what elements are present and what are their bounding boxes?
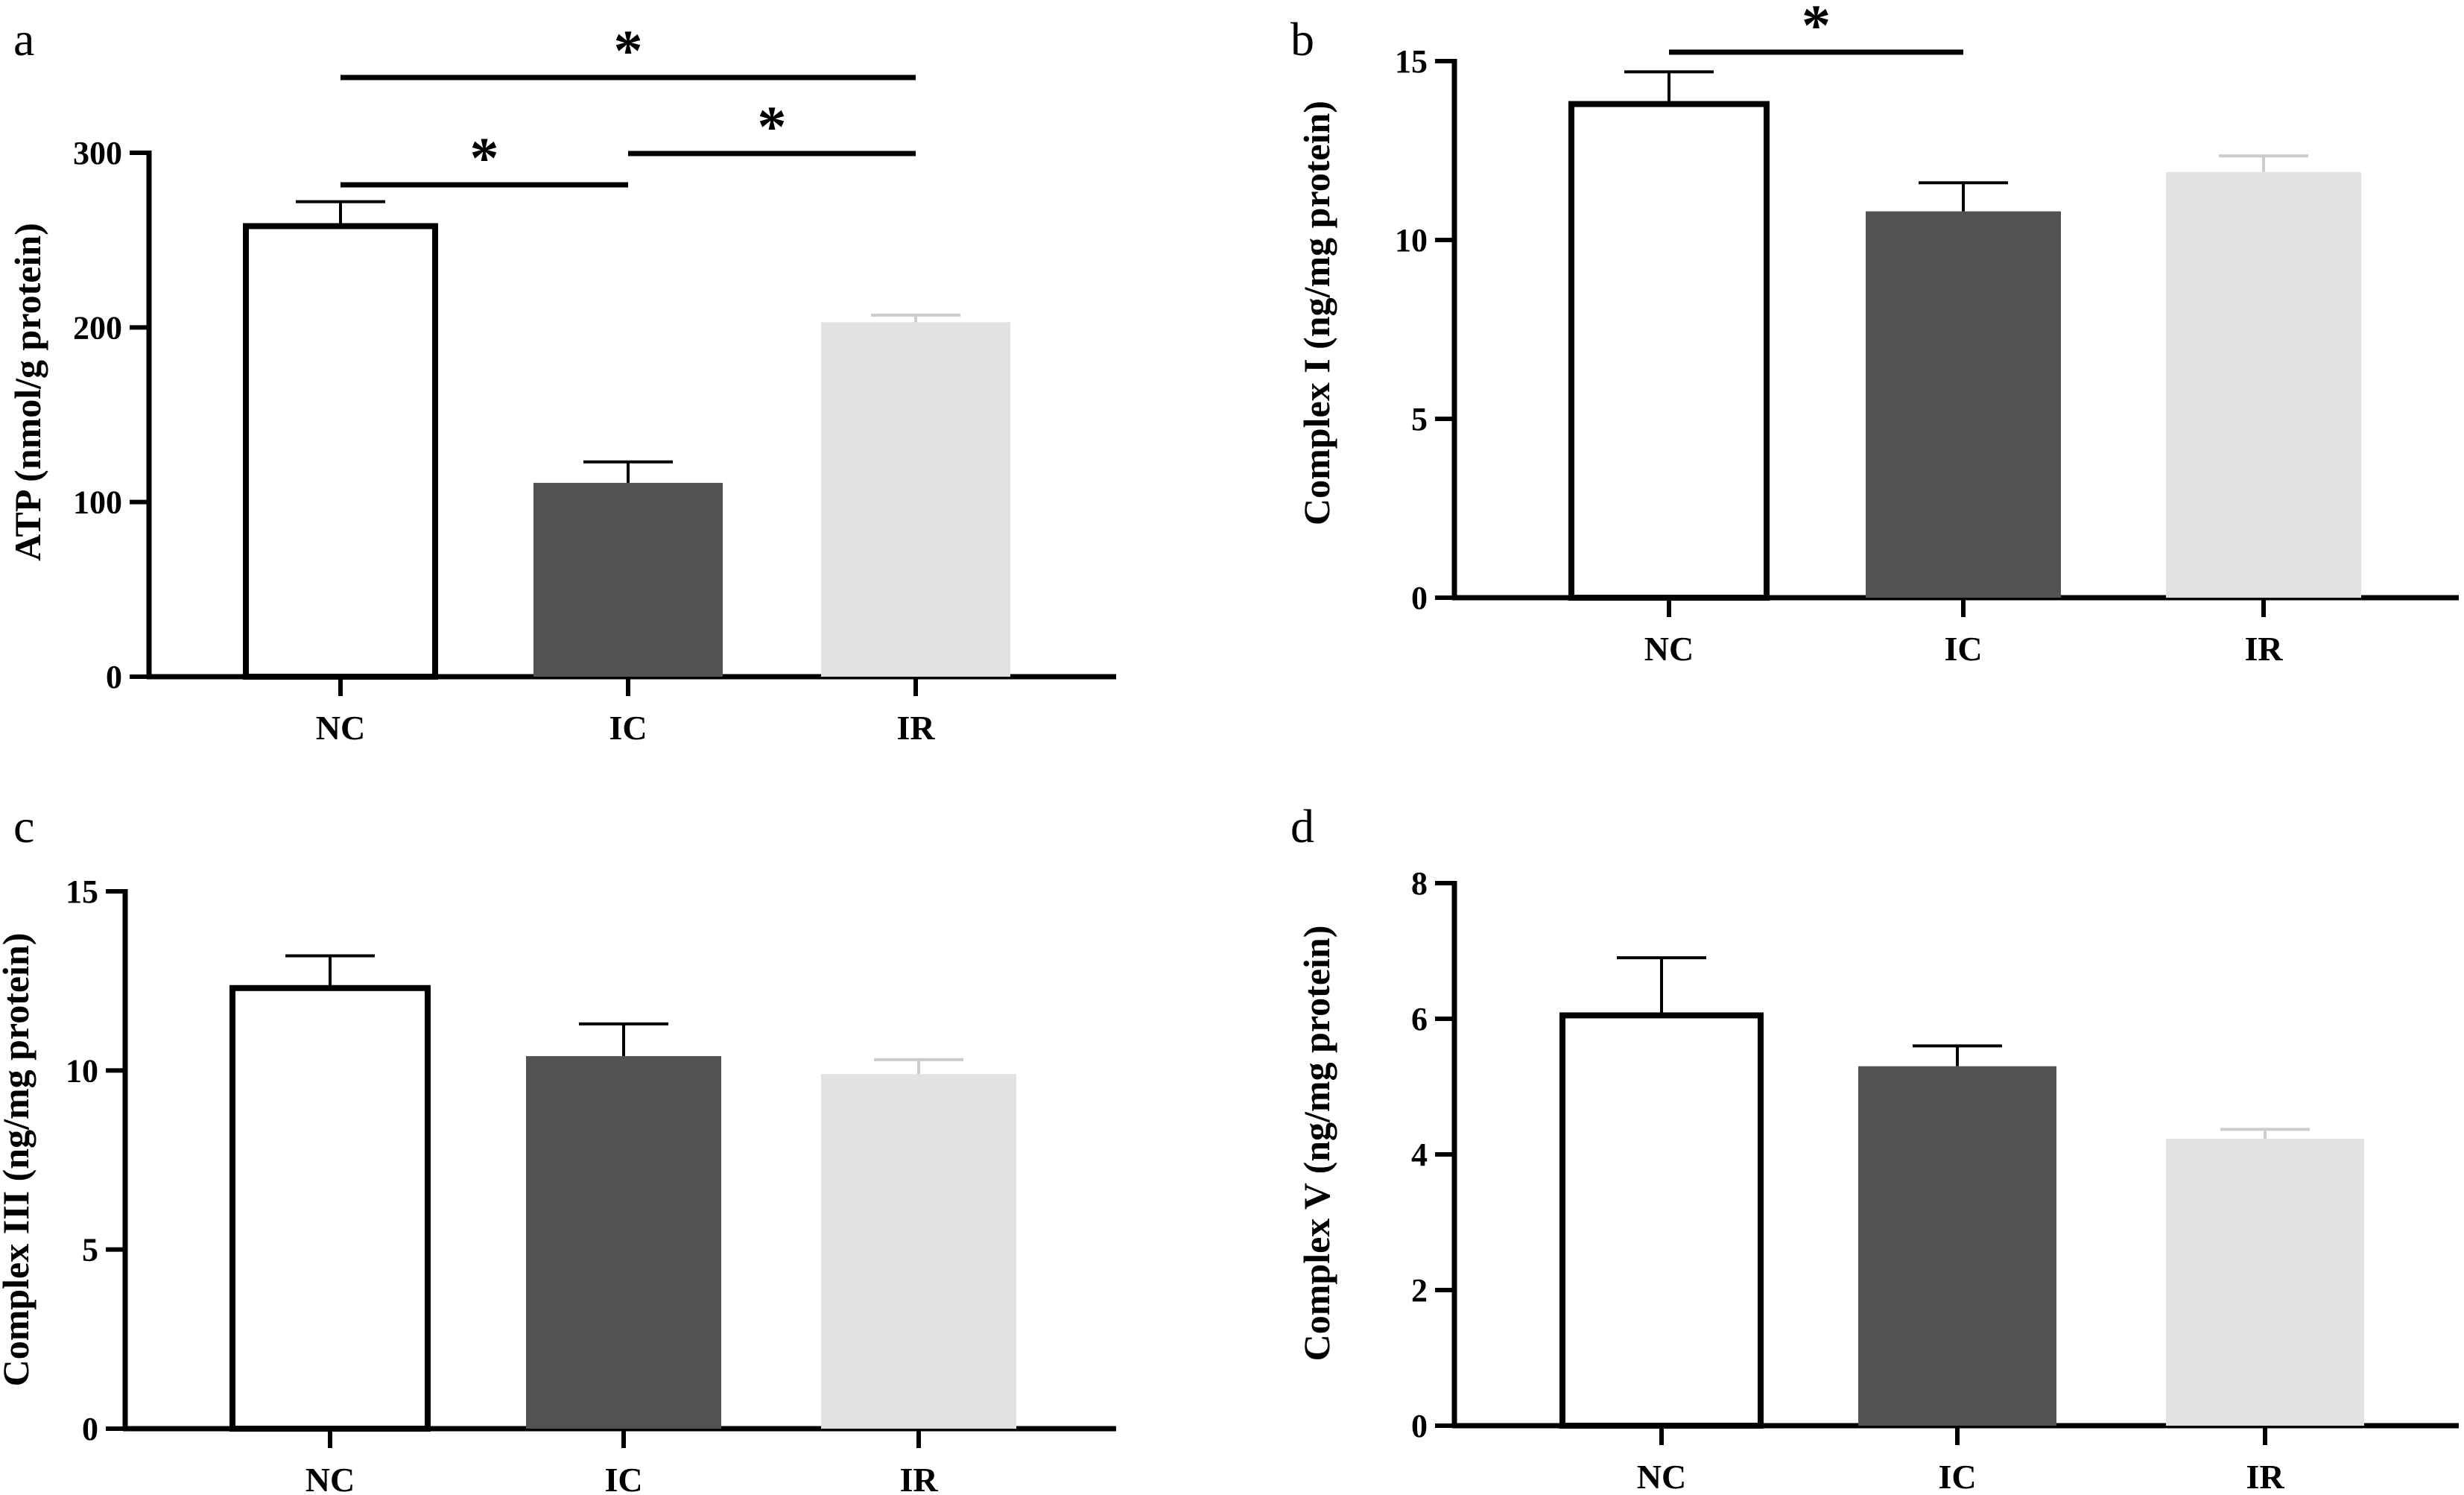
panel-b-bars — [1568, 70, 2361, 601]
bar-ic — [1858, 1066, 2056, 1426]
panel-c-y-axis-title: Complex III (ng/mg protein) — [0, 933, 37, 1387]
panel-b-y-axis-title: Complex I (ng/mg protein) — [1296, 101, 1337, 525]
bar-nc — [243, 223, 438, 680]
x-category-label-nc: NC — [305, 1461, 355, 1495]
y-tick-label: 8 — [1411, 865, 1428, 902]
panel-c-bars — [229, 954, 1016, 1432]
panel-c-letter: c — [13, 800, 34, 853]
y-tick-label: 200 — [73, 309, 122, 346]
y-tick-label: 5 — [82, 1232, 98, 1268]
y-tick-label: 2 — [1411, 1272, 1428, 1309]
y-tick-label: 5 — [1411, 401, 1428, 437]
x-category-label-ir: IR — [2244, 630, 2283, 668]
panel-d-bars — [1559, 956, 2364, 1429]
significance-star: * — [1802, 0, 1831, 57]
y-tick-label: 10 — [66, 1052, 98, 1089]
panel-c: c 0 5 10 15 NC IC IR Complex III (ng/mg protei… — [0, 800, 1116, 1495]
panel-a-bars — [243, 200, 1010, 680]
panel-b-significance: * — [1669, 0, 1963, 57]
bar-ir — [2166, 1139, 2364, 1426]
y-tick-label: 15 — [1395, 43, 1428, 80]
bar-nc — [1559, 1012, 1764, 1429]
significance-star: * — [470, 125, 499, 190]
y-tick-label: 15 — [66, 873, 98, 910]
panel-a-letter: a — [13, 13, 34, 66]
panel-a-y-axis-title: ATP (nmol/g protein) — [7, 223, 48, 561]
significance-star: * — [614, 18, 643, 83]
y-tick-label: 300 — [73, 135, 122, 171]
x-category-label-ic: IC — [604, 1461, 642, 1495]
panel-d-y-axis-title: Complex V (ng/mg protein) — [1296, 926, 1337, 1362]
panel-d-letter: d — [1290, 800, 1314, 853]
panel-a: a 0 100 200 300 NC IC IR * * * ATP (nmol/g prote… — [7, 13, 1116, 747]
x-category-label-ir: IR — [899, 1461, 938, 1495]
bar-nc — [229, 984, 431, 1432]
panel-d-ticks: 0 2 4 6 8 NC IC IR — [1411, 865, 2284, 1495]
y-tick-label: 6 — [1411, 1001, 1428, 1037]
x-category-label-ir: IR — [2246, 1458, 2284, 1495]
panel-b: b 0 5 10 15 NC IC IR * Complex I (ng/mg protei… — [1290, 0, 2459, 668]
bar-ic — [533, 482, 723, 677]
x-category-label-nc: NC — [1644, 630, 1694, 668]
bar-ic — [526, 1056, 721, 1429]
panel-d: d 0 2 4 6 8 NC IC IR Complex V (ng/mg protein) — [1290, 800, 2459, 1495]
panel-a-significance: * * * — [341, 18, 916, 190]
x-category-label-ic: IC — [1938, 1458, 1976, 1495]
bar-ir — [821, 322, 1010, 677]
bar-ic — [1866, 211, 2061, 598]
panel-c-ticks: 0 5 10 15 NC IC IR — [66, 873, 938, 1495]
y-tick-label: 0 — [82, 1411, 98, 1447]
y-tick-label: 4 — [1411, 1137, 1428, 1173]
bar-ir — [821, 1074, 1016, 1429]
bar-ir — [2166, 171, 2361, 598]
y-tick-label: 0 — [106, 659, 122, 695]
significance-star: * — [758, 94, 787, 159]
panel-a-ticks: 0 100 200 300 NC IC IR — [73, 135, 935, 747]
bar-nc — [1568, 101, 1770, 601]
panel-b-ticks: 0 5 10 15 NC IC IR — [1395, 43, 2283, 668]
y-tick-label: 0 — [1411, 580, 1428, 616]
x-category-label-nc: NC — [1637, 1458, 1686, 1495]
y-tick-label: 100 — [73, 484, 122, 521]
y-tick-label: 10 — [1395, 222, 1428, 259]
y-tick-label: 0 — [1411, 1408, 1428, 1444]
panel-b-letter: b — [1290, 13, 1314, 66]
x-category-label-ir: IR — [896, 709, 935, 747]
x-category-label-ic: IC — [609, 709, 647, 747]
x-category-label-ic: IC — [1944, 630, 1982, 668]
x-category-label-nc: NC — [316, 709, 365, 747]
